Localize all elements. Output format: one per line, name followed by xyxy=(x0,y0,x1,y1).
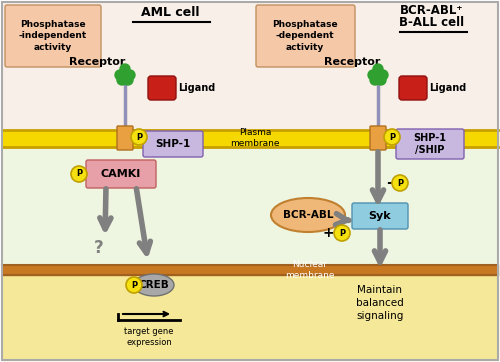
Text: P: P xyxy=(389,132,395,142)
Circle shape xyxy=(376,75,386,85)
Circle shape xyxy=(131,129,147,145)
Bar xyxy=(2,130,498,147)
Text: P: P xyxy=(131,281,137,290)
FancyBboxPatch shape xyxy=(148,76,176,100)
Text: CREB: CREB xyxy=(138,280,170,290)
Circle shape xyxy=(117,75,127,85)
Text: Maintain
balanced
signaling: Maintain balanced signaling xyxy=(356,285,404,321)
FancyBboxPatch shape xyxy=(256,5,355,67)
Text: ?: ? xyxy=(94,239,104,257)
FancyBboxPatch shape xyxy=(370,126,386,150)
FancyBboxPatch shape xyxy=(117,126,133,150)
Circle shape xyxy=(368,70,378,80)
Text: P: P xyxy=(397,178,403,188)
Circle shape xyxy=(123,75,133,85)
Text: P: P xyxy=(339,228,345,237)
Circle shape xyxy=(71,166,87,182)
FancyBboxPatch shape xyxy=(352,203,408,229)
Circle shape xyxy=(370,75,380,85)
Circle shape xyxy=(120,64,130,74)
Circle shape xyxy=(125,70,135,80)
Bar xyxy=(2,2,498,130)
Circle shape xyxy=(378,70,388,80)
Text: +: + xyxy=(322,226,334,240)
Text: B-ALL cell: B-ALL cell xyxy=(400,16,464,29)
Text: Ligand: Ligand xyxy=(429,83,466,93)
Text: BCR-ABL: BCR-ABL xyxy=(283,210,333,220)
Text: target gene
expression: target gene expression xyxy=(124,327,174,347)
Text: Receptor: Receptor xyxy=(324,57,380,67)
Text: Receptor: Receptor xyxy=(69,57,125,67)
FancyBboxPatch shape xyxy=(396,129,464,159)
Text: Phosphatase
-dependent
activity: Phosphatase -dependent activity xyxy=(272,20,338,52)
Bar xyxy=(2,265,498,275)
Text: P: P xyxy=(136,132,142,142)
Text: SHP-1
/SHIP: SHP-1 /SHIP xyxy=(414,133,446,155)
Text: SHP-1: SHP-1 xyxy=(156,139,190,149)
Text: Syk: Syk xyxy=(368,211,392,221)
Text: Phosphatase
-independent
activity: Phosphatase -independent activity xyxy=(19,20,87,52)
Circle shape xyxy=(392,175,408,191)
Text: CAMKI: CAMKI xyxy=(101,169,141,179)
Circle shape xyxy=(115,70,125,80)
Text: -: - xyxy=(386,176,392,190)
Circle shape xyxy=(334,225,350,241)
Bar xyxy=(2,147,498,265)
Circle shape xyxy=(384,129,400,145)
FancyBboxPatch shape xyxy=(86,160,156,188)
Ellipse shape xyxy=(271,198,345,232)
Text: P: P xyxy=(76,169,82,178)
Text: Ligand: Ligand xyxy=(178,83,215,93)
Text: Nuclear
membrane: Nuclear membrane xyxy=(285,260,335,280)
Text: BCR-ABL⁺: BCR-ABL⁺ xyxy=(400,4,464,17)
FancyBboxPatch shape xyxy=(399,76,427,100)
Circle shape xyxy=(373,64,383,74)
Ellipse shape xyxy=(134,274,174,296)
FancyBboxPatch shape xyxy=(5,5,101,67)
Circle shape xyxy=(126,277,142,293)
Text: AML cell: AML cell xyxy=(141,6,199,19)
FancyBboxPatch shape xyxy=(143,131,203,157)
Text: Plasma
membrane: Plasma membrane xyxy=(230,128,280,148)
Bar xyxy=(2,275,498,360)
